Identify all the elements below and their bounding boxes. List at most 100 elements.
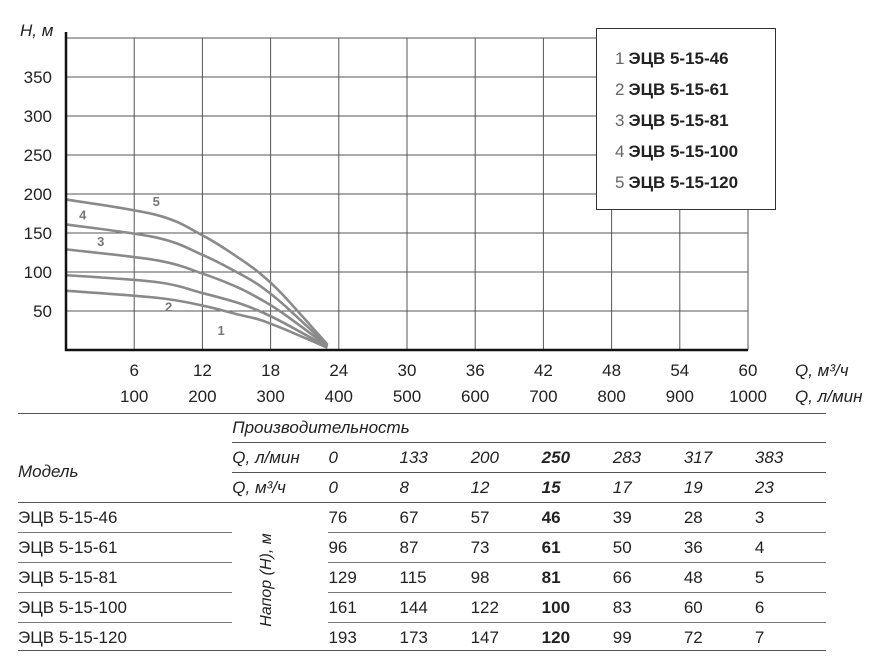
table-header-value: 283 (612, 442, 684, 473)
legend-item-label: ЭЦВ 5-15-46 (628, 49, 729, 68)
y-tick-label: 150 (24, 224, 52, 243)
table-header-row: Производительность (18, 413, 826, 443)
table-group-header: Производительность (232, 413, 826, 443)
table-unit-label: Q, м³/ч (232, 477, 286, 497)
table-bottom-rule (18, 650, 826, 651)
table-value: 4 (754, 532, 826, 563)
curve-3 (65, 248, 329, 348)
table-value: 144 (399, 592, 471, 623)
curve-4 (65, 223, 329, 347)
legend-item: 3 ЭЦВ 5-15-81 (615, 105, 775, 136)
table-header-value: 8 (399, 477, 409, 497)
curve-number-labels: 1 2 34 5 (79, 194, 225, 338)
table-header-value: 17 (612, 477, 632, 497)
table-model-name: ЭЦВ 5-15-61 (18, 532, 233, 563)
legend-item-number: 2 (615, 80, 625, 99)
table-row: ЭЦВ 5-15-61 96 87 73 61 50 36 4 (18, 532, 826, 563)
table-model-header: Модель (18, 462, 79, 482)
x-tick-label-lpm: 700 (529, 387, 557, 406)
y-tick-label: 100 (24, 263, 52, 282)
table-top-rule (18, 413, 826, 414)
y-tick-label: 350 (24, 68, 52, 87)
table-header-value: 133 (399, 442, 471, 473)
y-axis-label: H, м (20, 21, 54, 40)
table-value: 5 (754, 562, 826, 593)
table-value: 72 (683, 622, 755, 652)
table-value: 115 (399, 562, 471, 593)
y-tick-label: 300 (24, 107, 52, 126)
table-value: 122 (470, 592, 542, 623)
x-tick-label-lpm: 100 (120, 387, 148, 406)
x-axis-label-lpm: Q, л/мин (795, 387, 863, 406)
table-row: ЭЦВ 5-15-120 193 173 147 120 99 72 7 (18, 622, 826, 652)
table-value: 96 (328, 532, 400, 563)
x-tick-label-m3h: 36 (466, 361, 485, 380)
legend-item-number: 4 (615, 142, 625, 161)
table-value: 36 (683, 532, 755, 563)
table-row: ЭЦВ 5-15-100 161 144 122 100 83 60 6 (18, 592, 826, 623)
table-value: 57 (470, 502, 542, 533)
legend-item-number: 5 (615, 173, 625, 192)
table-value: 193 (328, 622, 400, 652)
curve-label-1: 1 (217, 323, 224, 338)
table-value: 7 (754, 622, 826, 652)
table-header-value: 317 (683, 442, 755, 473)
x-tick-label-m3h: 6 (129, 361, 138, 380)
table-value: 98 (470, 562, 542, 593)
chart-axes (64, 32, 748, 352)
table-value: 60 (683, 592, 755, 623)
legend-item: 5 ЭЦВ 5-15-120 (615, 167, 775, 198)
table-corner (18, 413, 232, 443)
table-header-value: 200 (470, 442, 542, 473)
table-model-name: ЭЦВ 5-15-120 (18, 622, 233, 652)
curve-label-3: 3 (97, 234, 104, 249)
head-side-label: Напор (Н), м (258, 533, 275, 627)
table-value: 48 (683, 562, 755, 593)
chart-legend: 1 ЭЦВ 5-15-46 2 ЭЦВ 5-15-61 3 ЭЦВ 5-15-81 4 ЭЦВ… (596, 28, 776, 210)
table-header-value: 0 (328, 477, 338, 497)
performance-table: Производительность Модель Q, л/мин 0 133 200 2… (18, 413, 826, 652)
legend-item-number: 3 (615, 111, 625, 130)
legend-item: 4 ЭЦВ 5-15-100 (615, 136, 775, 167)
curve-2 (65, 273, 329, 349)
x-tick-label-m3h: 24 (329, 361, 348, 380)
table-header-value: 15 (541, 477, 561, 497)
table-value: 46 (541, 502, 613, 533)
table-unit-label: Q, л/мин (232, 442, 329, 473)
table-header-row: Q, м³/ч 0 8 12 15 17 19 23 (18, 473, 826, 503)
table-row: ЭЦВ 5-15-81 129 115 98 81 66 48 5 (18, 562, 826, 593)
legend-item-label: ЭЦВ 5-15-120 (628, 173, 739, 192)
x-tick-label-m3h: 60 (739, 361, 758, 380)
y-tick-label: 250 (24, 146, 52, 165)
table-header-value: 12 (470, 477, 490, 497)
table-header-value: 383 (754, 442, 826, 473)
chart-curves (65, 198, 329, 349)
curve-1 (65, 289, 328, 349)
x-tick-label-m3h: 18 (261, 361, 280, 380)
x-tick-label-lpm: 800 (597, 387, 625, 406)
table-model-name: ЭЦВ 5-15-46 (18, 502, 233, 533)
curve-5 (65, 198, 329, 346)
head-side-label-container: Напор (Н), м (252, 525, 282, 635)
table-value: 73 (470, 532, 542, 563)
table-model-name: ЭЦВ 5-15-100 (18, 592, 233, 623)
table-value: 147 (470, 622, 542, 652)
table-value: 129 (328, 562, 400, 593)
table-value: 66 (612, 562, 684, 593)
legend-item-label: ЭЦВ 5-15-61 (628, 80, 729, 99)
table-value: 6 (754, 592, 826, 623)
x-tick-label-lpm: 200 (188, 387, 216, 406)
x-tick-label-lpm: 900 (666, 387, 694, 406)
x-tick-label-m3h: 48 (602, 361, 621, 380)
curve-label-2: 2 (165, 300, 172, 315)
curve-label-4: 4 (79, 208, 87, 223)
x-tick-label-m3h: 30 (398, 361, 417, 380)
table-header-value: 250 (541, 442, 613, 473)
table-value: 39 (612, 502, 684, 533)
table-value: 50 (612, 532, 684, 563)
table-value: 76 (328, 502, 400, 533)
table-side-spacer (232, 502, 329, 533)
x-axis-label-m3h: Q, м³/ч (795, 361, 849, 380)
table-header-value: 19 (683, 477, 703, 497)
